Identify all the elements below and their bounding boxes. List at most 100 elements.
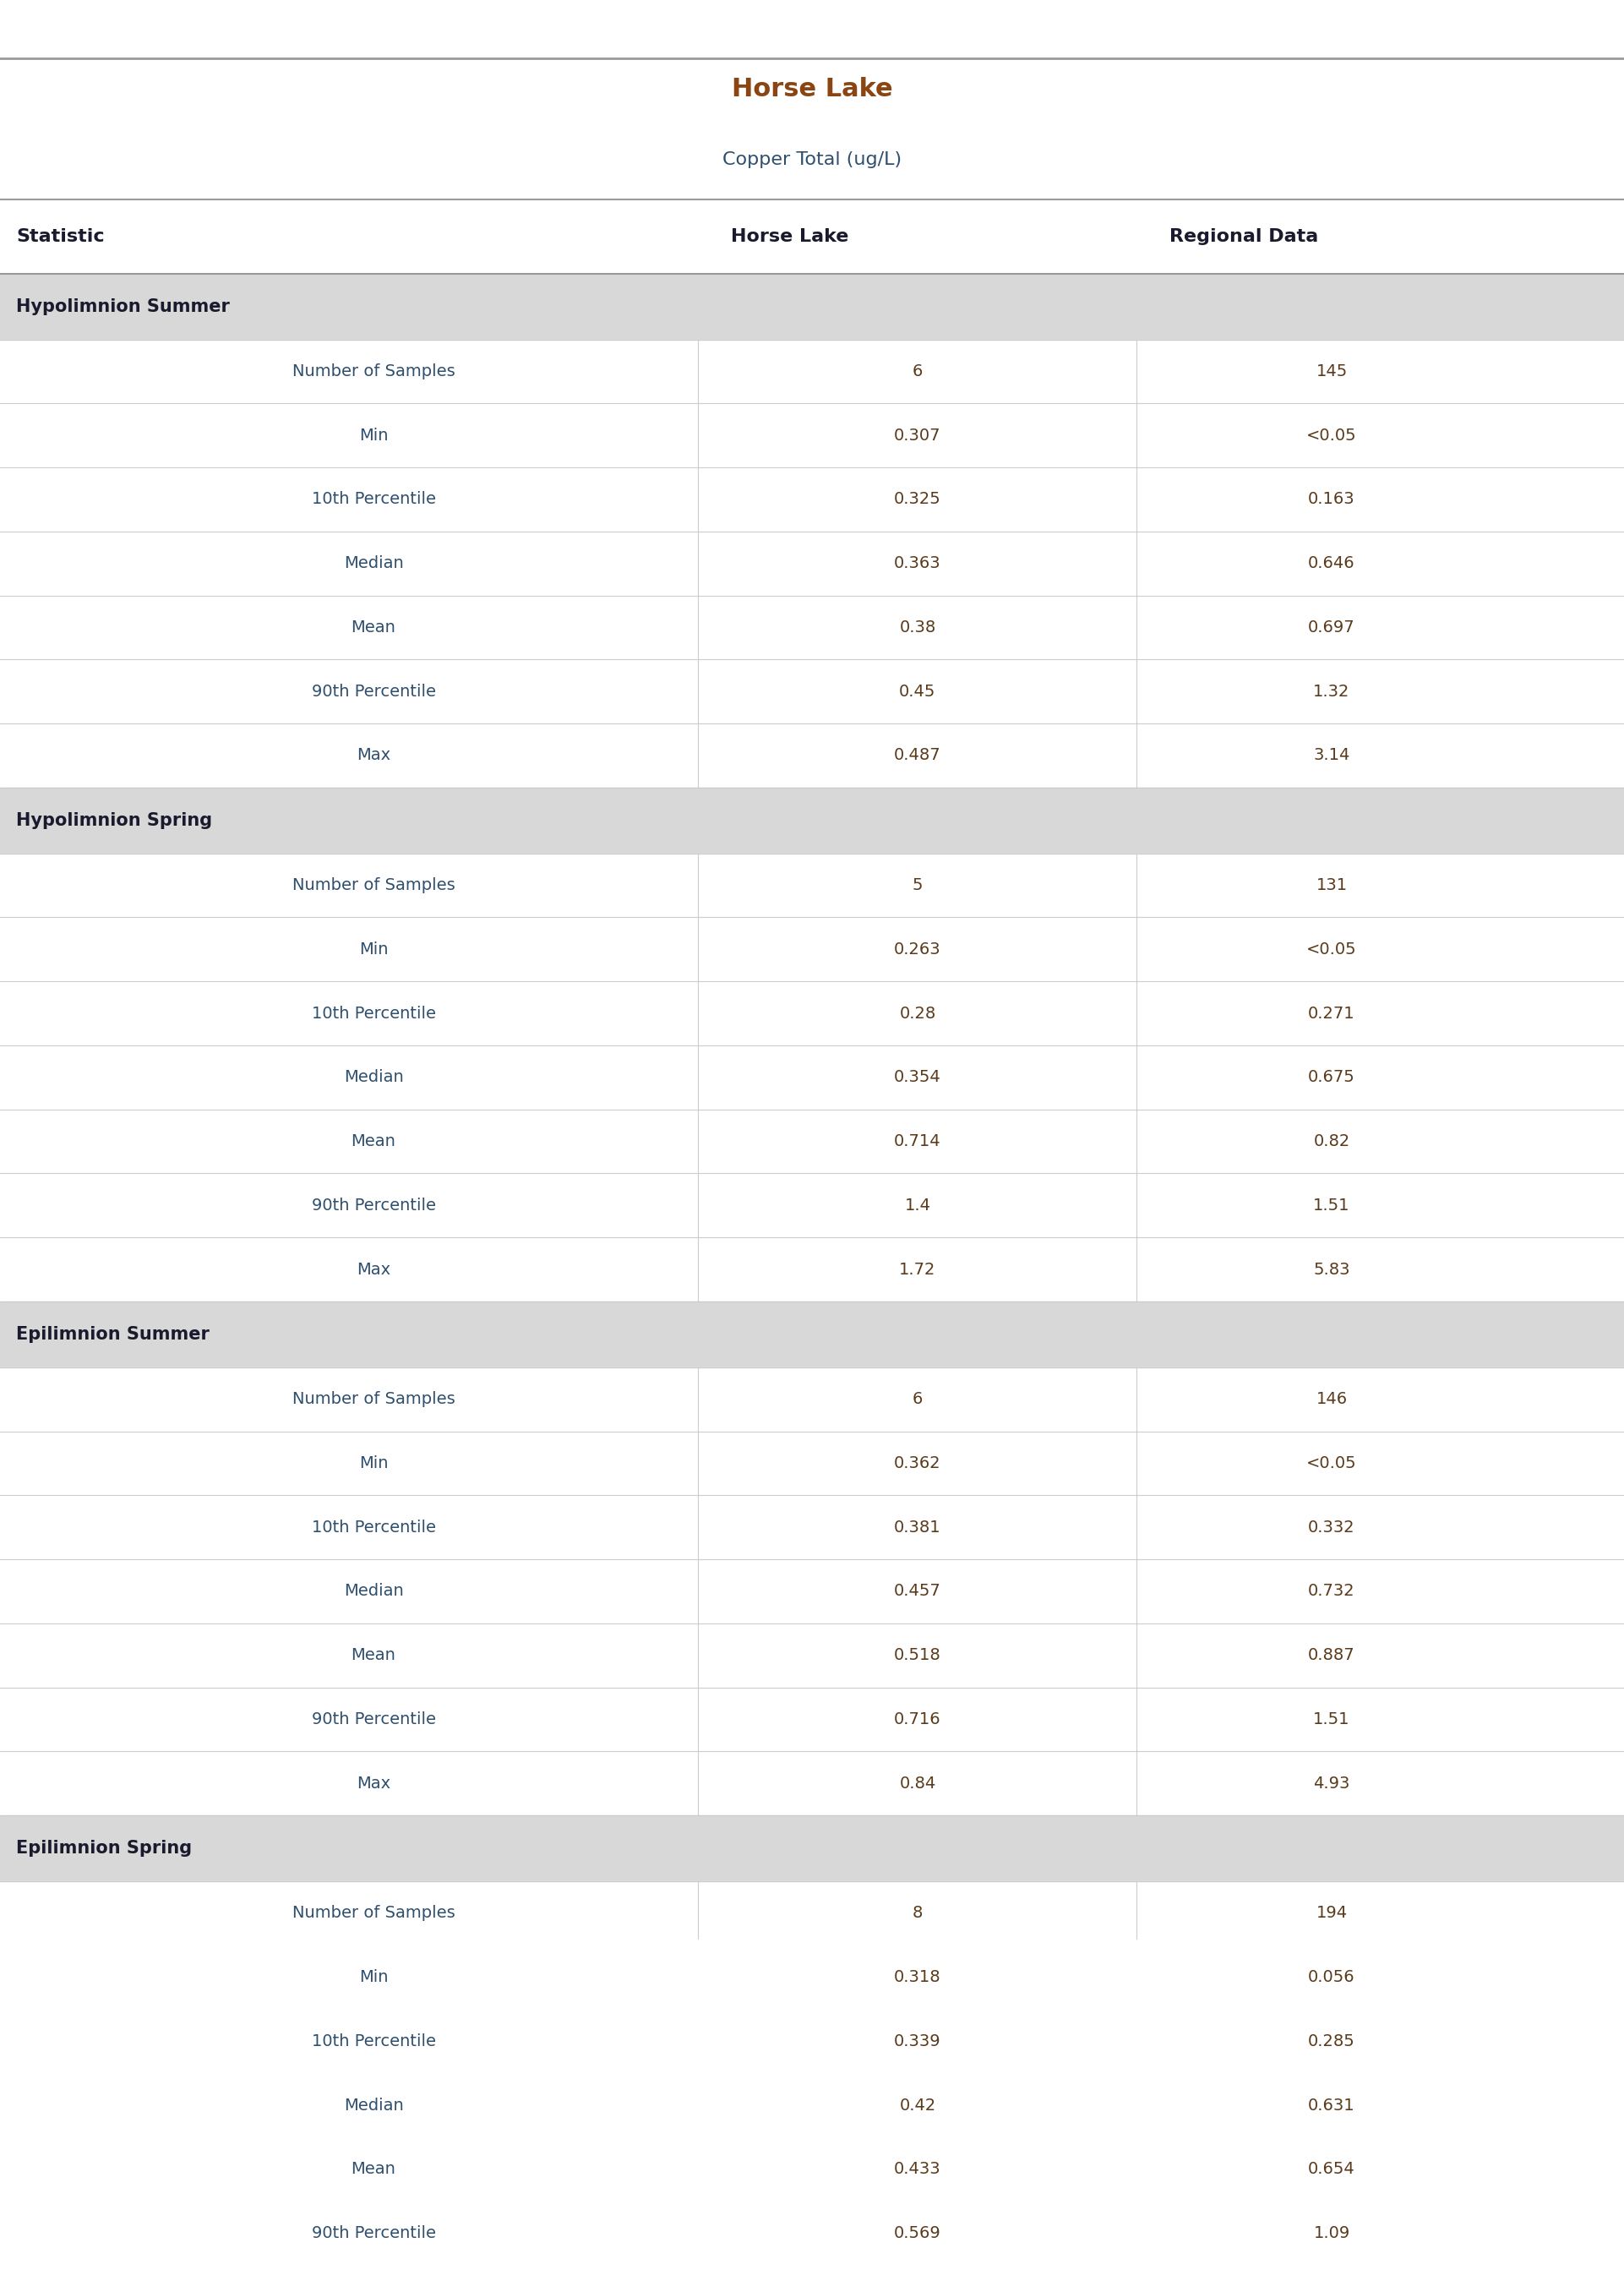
Text: 0.42: 0.42 xyxy=(900,2097,935,2113)
Bar xyxy=(0,1367,1624,1432)
Bar xyxy=(0,1301,1624,1367)
Bar xyxy=(0,854,1624,917)
Text: Max: Max xyxy=(357,747,390,763)
Text: <0.05: <0.05 xyxy=(1306,942,1358,958)
Text: 1.09: 1.09 xyxy=(1314,2225,1350,2240)
Text: 0.646: 0.646 xyxy=(1309,556,1354,572)
Text: 0.714: 0.714 xyxy=(895,1133,940,1149)
Text: Hypolimnion Spring: Hypolimnion Spring xyxy=(16,813,213,829)
Bar xyxy=(0,2265,1624,2270)
Text: 0.363: 0.363 xyxy=(895,556,940,572)
Text: Number of Samples: Number of Samples xyxy=(292,363,455,379)
Text: 90th Percentile: 90th Percentile xyxy=(312,2225,435,2240)
Text: Epilimnion Spring: Epilimnion Spring xyxy=(16,1841,192,1857)
Text: 0.433: 0.433 xyxy=(895,2161,940,2177)
Bar xyxy=(0,1882,1624,1945)
Text: 4.93: 4.93 xyxy=(1314,1775,1350,1791)
Text: 0.887: 0.887 xyxy=(1309,1648,1354,1664)
Text: 0.569: 0.569 xyxy=(893,2225,942,2240)
Text: Regional Data: Regional Data xyxy=(1169,229,1319,245)
Text: Median: Median xyxy=(344,556,403,572)
Text: 10th Percentile: 10th Percentile xyxy=(312,1006,435,1021)
Bar xyxy=(0,981,1624,1046)
Text: 0.271: 0.271 xyxy=(1309,1006,1354,1021)
Text: 1.51: 1.51 xyxy=(1314,1712,1350,1727)
Text: 0.307: 0.307 xyxy=(895,427,940,443)
Text: 0.697: 0.697 xyxy=(1309,620,1354,636)
Text: Median: Median xyxy=(344,2097,403,2113)
Text: Mean: Mean xyxy=(351,1648,396,1664)
Text: 10th Percentile: 10th Percentile xyxy=(312,1519,435,1535)
Bar xyxy=(0,1559,1624,1623)
Bar xyxy=(0,1816,1624,1882)
Text: 8: 8 xyxy=(913,1905,922,1920)
Bar xyxy=(0,1687,1624,1752)
Text: 0.487: 0.487 xyxy=(895,747,940,763)
Text: 90th Percentile: 90th Percentile xyxy=(312,1712,435,1727)
Text: 1.32: 1.32 xyxy=(1314,683,1350,699)
Text: 0.318: 0.318 xyxy=(895,1970,940,1986)
Bar xyxy=(0,1945,1624,2009)
Bar xyxy=(0,1237,1624,1301)
Bar xyxy=(0,1752,1624,1816)
Bar xyxy=(0,531,1624,595)
Text: 0.163: 0.163 xyxy=(1309,490,1354,508)
Text: 0.38: 0.38 xyxy=(900,620,935,636)
Text: 0.675: 0.675 xyxy=(1307,1069,1356,1085)
Text: Median: Median xyxy=(344,1069,403,1085)
Text: 0.332: 0.332 xyxy=(1309,1519,1354,1535)
Text: 146: 146 xyxy=(1315,1392,1348,1407)
Text: 90th Percentile: 90th Percentile xyxy=(312,683,435,699)
Text: 0.263: 0.263 xyxy=(895,942,940,958)
Bar xyxy=(0,917,1624,981)
Text: Mean: Mean xyxy=(351,2161,396,2177)
Bar xyxy=(0,272,1624,340)
Text: 0.82: 0.82 xyxy=(1314,1133,1350,1149)
Text: Min: Min xyxy=(359,1970,388,1986)
Text: Horse Lake: Horse Lake xyxy=(731,229,849,245)
Text: Horse Lake: Horse Lake xyxy=(731,77,893,102)
Text: 0.518: 0.518 xyxy=(893,1648,942,1664)
Bar xyxy=(0,468,1624,531)
Text: 3.14: 3.14 xyxy=(1314,747,1350,763)
Text: 5.83: 5.83 xyxy=(1314,1262,1350,1278)
Text: 0.84: 0.84 xyxy=(900,1775,935,1791)
Text: Number of Samples: Number of Samples xyxy=(292,1392,455,1407)
Bar xyxy=(0,2073,1624,2138)
Text: 0.325: 0.325 xyxy=(893,490,942,508)
Text: 131: 131 xyxy=(1315,876,1348,894)
Text: Mean: Mean xyxy=(351,620,396,636)
Bar xyxy=(0,1174,1624,1237)
Text: Mean: Mean xyxy=(351,1133,396,1149)
Text: Min: Min xyxy=(359,942,388,958)
Bar xyxy=(0,724,1624,788)
Text: Hypolimnion Summer: Hypolimnion Summer xyxy=(16,297,231,316)
Text: 10th Percentile: 10th Percentile xyxy=(312,490,435,508)
Bar xyxy=(0,1110,1624,1174)
Bar xyxy=(0,1496,1624,1559)
Text: 1.4: 1.4 xyxy=(905,1196,931,1214)
Bar xyxy=(0,2138,1624,2202)
Text: 1.51: 1.51 xyxy=(1314,1196,1350,1214)
Text: Number of Samples: Number of Samples xyxy=(292,1905,455,1920)
Text: 0.457: 0.457 xyxy=(893,1582,942,1600)
Text: 0.654: 0.654 xyxy=(1307,2161,1356,2177)
Text: Epilimnion Summer: Epilimnion Summer xyxy=(16,1326,209,1344)
Text: Median: Median xyxy=(344,1582,403,1600)
Bar xyxy=(0,404,1624,468)
Bar xyxy=(0,595,1624,658)
Text: 6: 6 xyxy=(913,363,922,379)
Bar xyxy=(0,340,1624,404)
Text: Min: Min xyxy=(359,427,388,443)
Text: 5: 5 xyxy=(913,876,922,894)
Text: 0.716: 0.716 xyxy=(895,1712,940,1727)
Text: 0.354: 0.354 xyxy=(893,1069,942,1085)
Text: 0.28: 0.28 xyxy=(900,1006,935,1021)
Bar xyxy=(0,2202,1624,2265)
Text: Statistic: Statistic xyxy=(16,229,104,245)
Text: 1.72: 1.72 xyxy=(900,1262,935,1278)
Text: 6: 6 xyxy=(913,1392,922,1407)
Text: 194: 194 xyxy=(1315,1905,1348,1920)
Text: 0.631: 0.631 xyxy=(1309,2097,1354,2113)
Text: Number of Samples: Number of Samples xyxy=(292,876,455,894)
